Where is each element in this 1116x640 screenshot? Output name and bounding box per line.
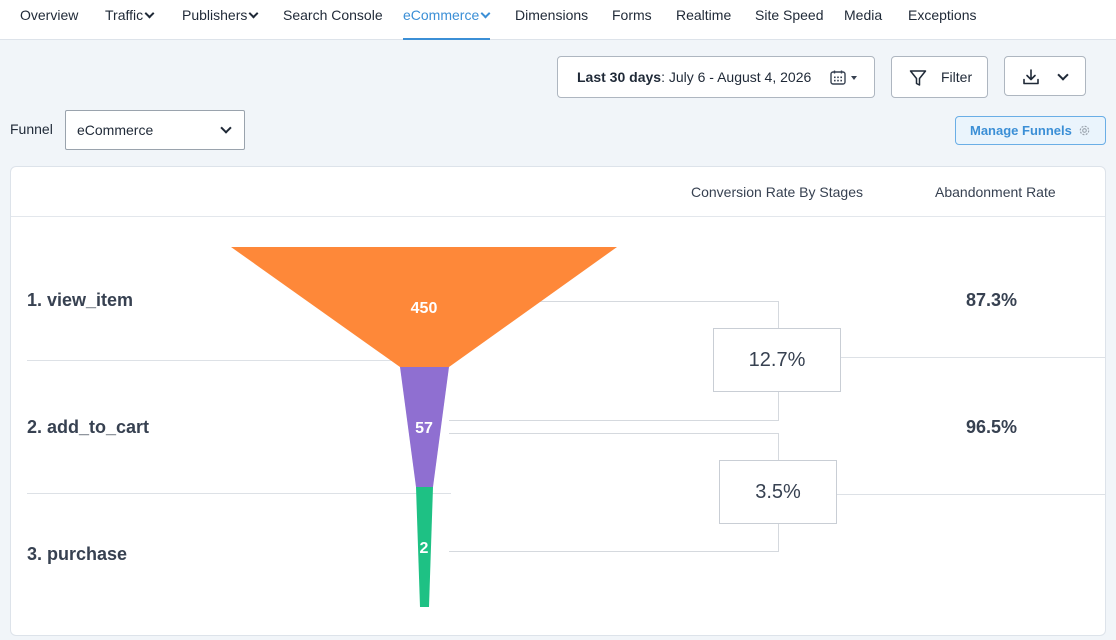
nav-exceptions[interactable]: Exceptions [908,7,977,23]
connector-line [449,301,779,329]
chevron-down-icon [220,122,232,134]
nav-traffic-label: Traffic [105,7,144,23]
funnel-select[interactable]: eCommerce [65,110,245,150]
nav-realtime[interactable]: Realtime [676,7,732,23]
filter-icon [909,70,927,86]
connector-line [449,391,779,421]
nav-ecommerce[interactable]: eCommerce [403,0,491,40]
abandonment-rate: 87.3% [966,290,1018,310]
top-nav: Overview Traffic Publishers Search Conso… [0,0,1116,40]
connector-line [449,433,779,461]
funnel-segment-purchase [416,487,433,607]
funnel-value-purchase: 2 [420,540,429,557]
stage-label: 2. add_to_cart [27,417,150,437]
column-header-abandonment: Abandonment Rate [935,184,1056,200]
conversion-rate-box: 3.5% [719,460,837,524]
chevron-down-icon [144,8,155,19]
connector-line [449,523,779,552]
caret-down-icon [851,76,857,80]
calendar-icon [830,70,846,85]
funnel-value-add-to-cart: 57 [415,420,433,437]
header-divider [11,216,1105,217]
chevron-down-icon [1057,69,1069,81]
funnel-select-value: eCommerce [77,122,154,138]
chevron-down-icon [248,8,259,19]
nav-search-console[interactable]: Search Console [283,7,383,23]
funnel-segment-view-item [231,247,617,367]
download-button[interactable] [1004,56,1086,96]
funnel-card: Conversion Rate By Stages Abandonment Ra… [10,166,1106,636]
filter-label: Filter [941,69,973,85]
date-range-text: : July 6 - August 4, 2026 [661,69,812,85]
nav-publishers-label: Publishers [182,7,248,23]
abandonment-rate: 96.5% [966,417,1018,437]
funnel-value-view-item: 450 [411,300,438,317]
nav-ecommerce-label: eCommerce [403,7,480,23]
nav-overview[interactable]: Overview [20,7,79,23]
column-header-conversion: Conversion Rate By Stages [691,184,863,200]
gear-icon [1079,125,1090,136]
nav-site-speed[interactable]: Site Speed [755,7,824,23]
stage-label: 1. view_item [27,290,134,310]
nav-forms[interactable]: Forms [612,7,652,23]
filter-button[interactable]: Filter [891,56,988,98]
funnel-segment-add-to-cart [400,367,449,487]
nav-traffic[interactable]: Traffic [105,0,155,40]
date-range-button[interactable]: Last 30 days: July 6 - August 4, 2026 [557,56,875,98]
conversion-rate-box: 12.7% [713,328,841,392]
manage-funnels-label: Manage Funnels [970,123,1072,138]
date-range-prefix: Last 30 days [577,69,662,85]
nav-media[interactable]: Media [844,7,883,23]
funnel-chart: 450 57 2 [27,247,1105,607]
manage-funnels-button[interactable]: Manage Funnels [955,116,1106,145]
nav-publishers[interactable]: Publishers [182,0,259,40]
download-icon [1023,69,1039,85]
stage-label: 3. purchase [27,544,128,564]
funnel-label: Funnel [10,121,53,137]
nav-dimensions[interactable]: Dimensions [515,7,589,23]
chevron-down-icon [480,8,491,19]
